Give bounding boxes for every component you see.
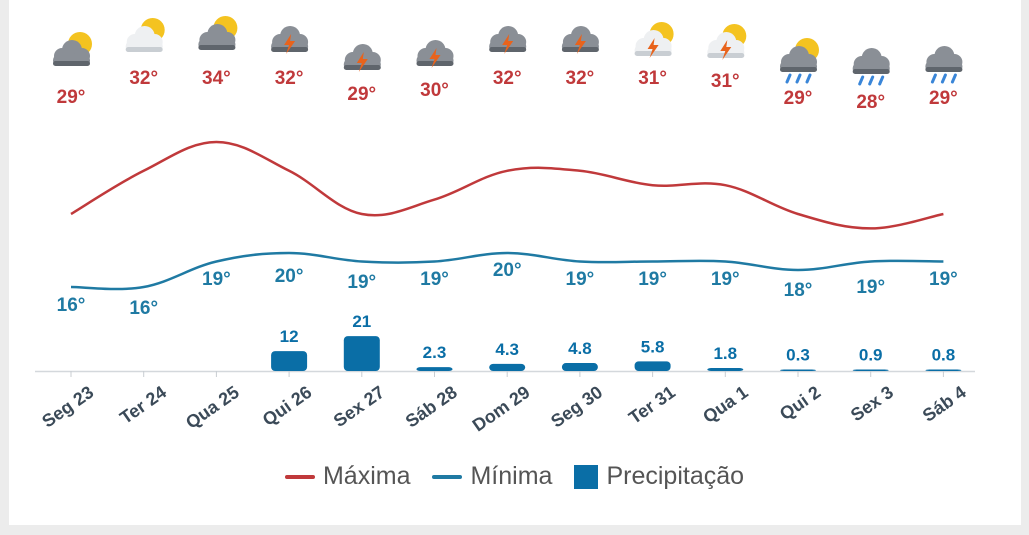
max-temp-label: 32° [129,68,158,89]
precipitation-bar [780,369,816,371]
thunderstorm-icon [343,44,381,72]
legend-item-precip: Precipitação [574,462,744,491]
x-tick-label: Sex 27 [330,382,388,431]
min-temp-label: 19° [856,277,885,298]
x-tick-label: Qua 1 [699,382,751,427]
forecast-card: 29° 32° 34° 32° 29° 30° 32° 32° 31° 31° 29° 28° 29° 1… [9,0,1021,525]
precipitation-bar [271,351,308,371]
min-temp-label: 19° [347,272,376,293]
min-temp-label: 18° [784,280,813,301]
x-tick-label: Sex 3 [847,382,897,425]
precipitation-label: 12 [280,327,299,346]
min-temp-label: 19° [711,269,740,290]
precipitation-bar [343,336,380,371]
min-temp-label: 19° [202,269,231,290]
precipitation-bar [489,363,526,371]
precipitation-label: 4.8 [568,339,592,358]
chart-legend: Máxima Mínima Precipitação [0,462,1029,491]
x-tick-label: Qui 26 [259,382,316,430]
precipitation-bar [634,361,671,371]
precipitation-label: 2.3 [423,343,447,362]
thunderstorm-icon [561,26,599,54]
precipitation-label: 0.9 [859,346,883,365]
max-temp-label: 29° [784,88,813,109]
min-temp-label: 19° [566,269,595,290]
max-temp-label: 31° [638,68,667,89]
max-temp-label: 29° [57,87,86,108]
rain-cloud-icon [925,46,963,84]
x-tick-label: Ter 31 [625,382,679,428]
max-temp-label: 32° [493,68,522,89]
min-temp-label: 20° [493,260,522,281]
x-tick-label: Ter 24 [116,382,170,428]
legend-precip-swatch [574,464,599,489]
min-temperature-line [70,251,944,291]
max-temperature-line [70,140,944,230]
min-temp-label: 20° [275,266,304,287]
x-tick-label: Seg 23 [38,382,97,432]
x-tick-label: Sáb 4 [919,382,970,426]
x-tick-label: Seg 30 [547,382,606,432]
partly-cloudy-icon [198,16,238,50]
min-temp-label: 19° [638,269,667,290]
legend-min-swatch [432,474,463,479]
precipitation-bar [852,369,889,371]
max-temp-label: 29° [929,88,958,109]
sun-thunderstorm-icon [707,24,747,60]
max-temp-label: 30° [420,80,449,101]
precipitation-label: 0.8 [932,346,956,365]
precipitation-label: 5.8 [641,337,665,356]
precipitation-bar [416,367,453,371]
x-tick-label: Qui 2 [776,382,824,424]
min-temp-label: 19° [929,269,958,290]
max-temp-label: 31° [711,71,740,92]
x-tick-label: Sáb 28 [402,382,461,432]
precipitation-bar [561,363,598,371]
min-temp-label: 16° [129,298,158,319]
sun-behind-cloud-icon [125,18,165,52]
thunderstorm-icon [489,26,527,54]
thunderstorm-icon [416,40,454,68]
max-temp-label: 32° [275,68,304,89]
max-temp-label: 28° [856,92,885,113]
legend-max-swatch [284,474,315,479]
max-temp-label: 32° [566,68,595,89]
legend-precip-label: Precipitação [606,462,745,490]
max-temp-label: 29° [347,84,376,105]
precipitation-bar [925,369,962,371]
sun-thunderstorm-icon [634,22,674,58]
thunderstorm-icon [271,26,309,54]
forecast-chart: 29° 32° 34° 32° 29° 30° 32° 32° 31° 31° 29° 28° 29° 1… [35,16,975,436]
precipitation-label: 21 [352,312,371,331]
min-temp-label: 16° [57,295,86,316]
precipitation-label: 0.3 [786,346,810,365]
legend-min-label: Mínima [470,462,553,490]
x-tick-label: Dom 29 [469,382,534,436]
precipitation-label: 4.3 [495,340,519,359]
rain-cloud-icon [852,48,890,86]
min-temp-label: 19° [420,269,449,290]
legend-max-label: Máxima [322,462,411,490]
legend-item-max: Máxima [284,462,411,491]
precipitation-bar [707,368,744,371]
partly-cloudy-icon [53,32,92,66]
legend-item-min: Mínima [432,462,552,491]
x-tick-label: Qua 25 [182,382,243,433]
sun-rain-icon [780,38,819,84]
max-temp-label: 34° [202,68,231,89]
precipitation-label: 1.8 [713,344,737,363]
